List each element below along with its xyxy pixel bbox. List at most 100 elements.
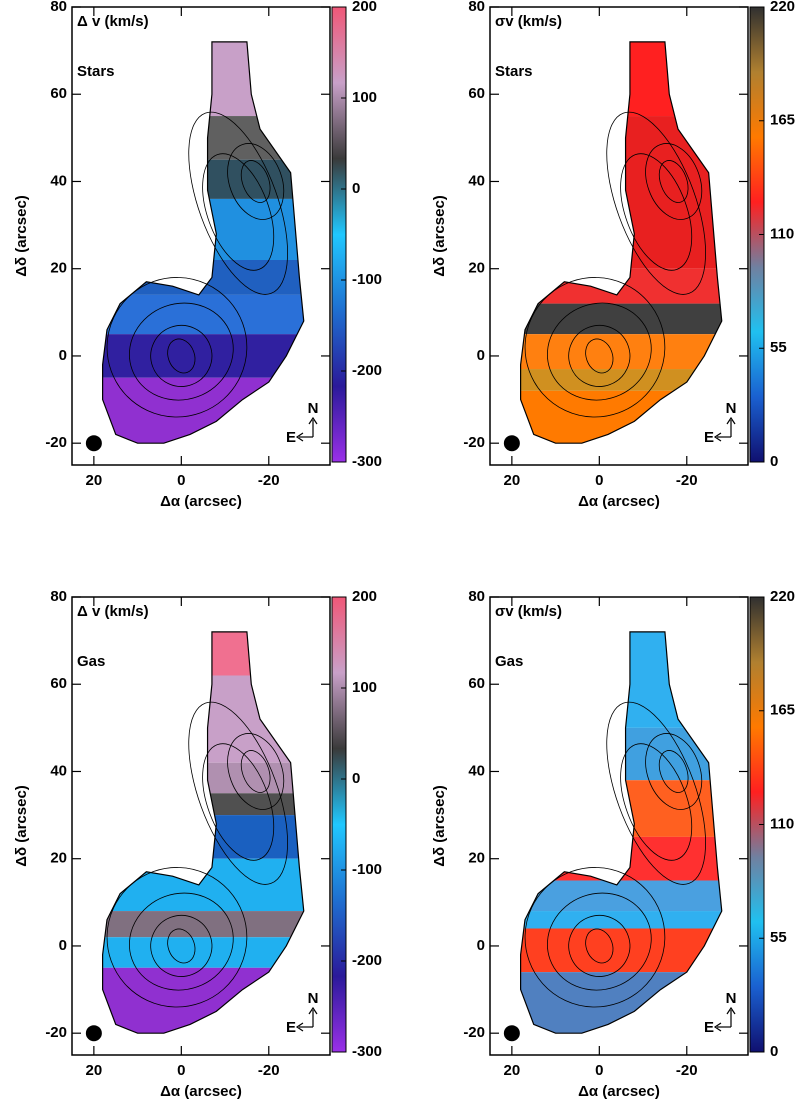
x-tick-label: 0 (177, 1062, 185, 1079)
map-outline (520, 41, 723, 444)
y-tick-label: 20 (468, 260, 485, 277)
compass-north: N (308, 400, 319, 417)
compass-east: E (286, 429, 296, 446)
x-tick-label: 0 (595, 472, 603, 489)
contour (150, 915, 213, 977)
colorbar-tick-label: 0 (352, 770, 360, 787)
beam (503, 435, 520, 452)
contour (546, 892, 652, 991)
y-tick-label: 20 (468, 850, 485, 867)
contour (620, 153, 693, 271)
panel-title: Δ v (km/s) (77, 13, 149, 30)
plot-frame (71, 6, 331, 466)
velocity-map (102, 631, 304, 1034)
map-region (102, 675, 304, 763)
map-outline (102, 631, 305, 1034)
compass-north: N (726, 400, 737, 417)
compass-arrow (295, 432, 304, 442)
contour (620, 743, 693, 861)
map-region (520, 303, 722, 335)
y-tick-label: 80 (468, 588, 485, 605)
y-tick-label: 40 (50, 762, 67, 779)
plot-frame (71, 596, 331, 1056)
y-tick-label: 20 (50, 850, 67, 867)
map-region (520, 928, 722, 973)
y-tick-label: 60 (50, 675, 67, 692)
contour (645, 143, 703, 220)
map-region (102, 793, 304, 816)
map-region (102, 259, 304, 295)
contour (188, 701, 288, 885)
compass-arrow (713, 432, 722, 442)
map-region (520, 836, 722, 881)
map-region (102, 198, 304, 260)
y-tick-label: -20 (45, 434, 67, 451)
compass-arrow (713, 1022, 722, 1032)
map-outline (520, 631, 723, 1034)
y-axis-label: Δδ (arcsec) (13, 195, 30, 277)
colorbar-tick-label: -300 (352, 1043, 382, 1060)
contour (658, 750, 689, 793)
beam (85, 435, 102, 452)
y-tick-label: 60 (468, 675, 485, 692)
panel: 20 0 -20 -20 0 20 40 60 80 σv (km/s) Stars Δα (arcs… (431, 0, 795, 510)
compass-east: E (704, 429, 714, 446)
panel-title: σv (km/s) (495, 603, 562, 620)
x-tick-label: -20 (258, 1062, 280, 1079)
contour (128, 892, 234, 991)
contour (524, 867, 666, 1008)
compass-arrow (726, 1006, 736, 1015)
panel-label: Stars (495, 63, 533, 80)
colorbar-tick-label: 200 (352, 588, 377, 605)
map-region (102, 116, 304, 160)
compass-north: N (308, 990, 319, 1007)
colorbar-tick-label: 220 (770, 0, 795, 15)
panel-label: Gas (495, 653, 523, 670)
contour (202, 743, 275, 861)
contour (106, 277, 248, 418)
colorbar (331, 6, 347, 463)
y-tick-label: 60 (468, 85, 485, 102)
contour (524, 277, 666, 418)
contour (240, 160, 271, 203)
colorbar-tick-label: 110 (770, 815, 794, 832)
x-tick-label: -20 (676, 472, 698, 489)
contour (606, 111, 706, 295)
colorbar-tick-label: 55 (770, 339, 787, 356)
colorbar-tick-label: 100 (352, 89, 377, 106)
x-axis-label: Δα (arcsec) (578, 1083, 660, 1100)
panel-title: Δ v (km/s) (77, 603, 149, 620)
map-region (520, 390, 722, 444)
contour (106, 867, 248, 1008)
y-tick-label: 80 (50, 0, 67, 15)
compass-arrow (308, 1006, 318, 1015)
velocity-map (520, 631, 722, 1034)
x-tick-label: 0 (177, 472, 185, 489)
contour (167, 928, 196, 964)
colorbar-tick-label: 0 (352, 180, 360, 197)
colorbar-tick-label: -100 (352, 271, 382, 288)
colorbar-tick-label: -200 (352, 362, 382, 379)
contour (585, 338, 614, 374)
contour (568, 325, 631, 387)
map-region (520, 334, 722, 370)
x-axis-label: Δα (arcsec) (578, 493, 660, 510)
map-region (102, 334, 304, 378)
y-tick-label: 0 (477, 347, 485, 364)
compass-east: E (286, 1019, 296, 1036)
x-tick-label: -20 (676, 1062, 698, 1079)
y-axis-label: Δδ (arcsec) (431, 195, 448, 277)
contour (150, 325, 213, 387)
compass-arrow (308, 416, 318, 425)
panel-label: Stars (77, 63, 115, 80)
contour (128, 302, 234, 401)
map-region (102, 815, 304, 859)
map-region (520, 780, 722, 837)
y-tick-label: 40 (50, 172, 67, 189)
compass-arrow (726, 416, 736, 425)
map-region (520, 972, 722, 1034)
contour (227, 733, 285, 810)
map-region (102, 858, 304, 912)
